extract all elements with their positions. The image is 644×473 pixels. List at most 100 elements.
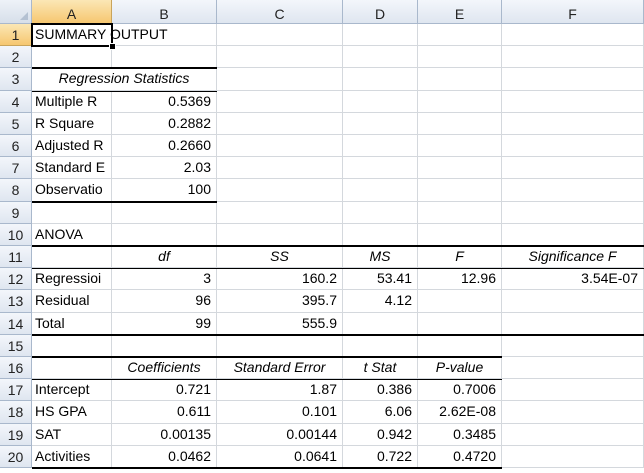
cell-f8[interactable] [502, 179, 644, 202]
cell-a2[interactable] [32, 46, 112, 69]
cell-a11[interactable] [32, 246, 112, 269]
cell-b10[interactable] [112, 223, 217, 246]
cell-f19[interactable] [502, 423, 644, 446]
anova-title: ANOVA [32, 223, 112, 246]
coef-p-value: 0.4720 [418, 445, 502, 468]
cell-e2[interactable] [418, 46, 502, 69]
row-header-8[interactable]: 8 [0, 179, 32, 202]
row-header-16[interactable]: 16 [0, 357, 32, 380]
cell-d2[interactable] [343, 46, 418, 69]
cell-f6[interactable] [502, 135, 644, 158]
fill-handle[interactable] [109, 43, 116, 51]
row-header-15[interactable]: 15 [0, 334, 32, 357]
row-header-10[interactable]: 10 [0, 223, 32, 246]
row-header-19[interactable]: 19 [0, 423, 32, 446]
cell-e3[interactable] [418, 68, 502, 91]
reg-stat-label: Standard E [32, 157, 112, 180]
column-header-b[interactable]: B [112, 0, 217, 24]
select-all-corner[interactable] [0, 0, 32, 24]
row-header-14[interactable]: 14 [0, 312, 32, 335]
cell-a16[interactable] [32, 357, 112, 380]
cell-d7[interactable] [343, 157, 418, 180]
row-header-4[interactable]: 4 [0, 90, 32, 113]
cell-c3[interactable] [217, 68, 343, 91]
cell-d3[interactable] [343, 68, 418, 91]
cell-c9[interactable] [217, 201, 343, 224]
row-header-13[interactable]: 13 [0, 290, 32, 313]
cell-e8[interactable] [418, 179, 502, 202]
cell-f20[interactable] [502, 445, 644, 468]
reg-top-border [32, 67, 217, 70]
cell-f15[interactable] [502, 334, 644, 357]
cell-d9[interactable] [343, 201, 418, 224]
cell-d15[interactable] [343, 334, 418, 357]
cell-f10[interactable] [502, 223, 644, 246]
column-header-a[interactable]: A [32, 0, 112, 24]
coef-header: t Stat [343, 357, 418, 380]
coef-t-value: 0.722 [343, 445, 418, 468]
active-cell-a1[interactable] [31, 23, 113, 48]
row-header-12[interactable]: 12 [0, 268, 32, 291]
cell-e1[interactable] [418, 24, 502, 47]
cell-c15[interactable] [217, 334, 343, 357]
cell-f3[interactable] [502, 68, 644, 91]
cell-c7[interactable] [217, 157, 343, 180]
cell-d1[interactable] [343, 24, 418, 47]
row-header-6[interactable]: 6 [0, 135, 32, 158]
cell-f1[interactable] [502, 24, 644, 47]
cell-e10[interactable] [418, 223, 502, 246]
column-header-f[interactable]: F [502, 0, 644, 24]
anova-f-value [418, 290, 502, 313]
row-header-9[interactable]: 9 [0, 201, 32, 224]
cell-c1[interactable] [217, 24, 343, 47]
anova-row-label: Total [32, 312, 112, 335]
cell-d6[interactable] [343, 135, 418, 158]
row-header-17[interactable]: 17 [0, 379, 32, 402]
cell-e9[interactable] [418, 201, 502, 224]
row-header-11[interactable]: 11 [0, 246, 32, 269]
cell-c4[interactable] [217, 90, 343, 113]
row-header-20[interactable]: 20 [0, 445, 32, 468]
column-header-e[interactable]: E [418, 0, 502, 24]
cell-c8[interactable] [217, 179, 343, 202]
cell-f2[interactable] [502, 46, 644, 69]
row-header-3[interactable]: 3 [0, 68, 32, 91]
cell-c5[interactable] [217, 112, 343, 135]
cell-a15[interactable] [32, 334, 112, 357]
anova-ms-value [343, 312, 418, 335]
cell-c2[interactable] [217, 46, 343, 69]
cell-b2[interactable] [112, 46, 217, 69]
row-header-2[interactable]: 2 [0, 46, 32, 69]
cell-f4[interactable] [502, 90, 644, 113]
cell-f9[interactable] [502, 201, 644, 224]
cell-f5[interactable] [502, 112, 644, 135]
cell-d4[interactable] [343, 90, 418, 113]
cell-d5[interactable] [343, 112, 418, 135]
row-header-5[interactable]: 5 [0, 112, 32, 135]
cell-b15[interactable] [112, 334, 217, 357]
cell-e15[interactable] [418, 334, 502, 357]
coef-bottom-border [32, 467, 502, 469]
row-header-1[interactable]: 1 [0, 24, 32, 47]
cell-b9[interactable] [112, 201, 217, 224]
cell-d8[interactable] [343, 179, 418, 202]
cell-d10[interactable] [343, 223, 418, 246]
cell-c6[interactable] [217, 135, 343, 158]
row-header-7[interactable]: 7 [0, 157, 32, 180]
cell-f16[interactable] [502, 357, 644, 380]
cell-a9[interactable] [32, 201, 112, 224]
cell-f17[interactable] [502, 379, 644, 402]
anova-header-border [32, 268, 644, 270]
cell-e6[interactable] [418, 135, 502, 158]
cell-e5[interactable] [418, 112, 502, 135]
row-header-18[interactable]: 18 [0, 401, 32, 424]
cell-e4[interactable] [418, 90, 502, 113]
cell-c10[interactable] [217, 223, 343, 246]
cell-f18[interactable] [502, 401, 644, 424]
column-header-c[interactable]: C [217, 0, 343, 24]
column-header-d[interactable]: D [343, 0, 418, 24]
coef-t-value: 0.942 [343, 423, 418, 446]
cell-e7[interactable] [418, 157, 502, 180]
cell-f7[interactable] [502, 157, 644, 180]
